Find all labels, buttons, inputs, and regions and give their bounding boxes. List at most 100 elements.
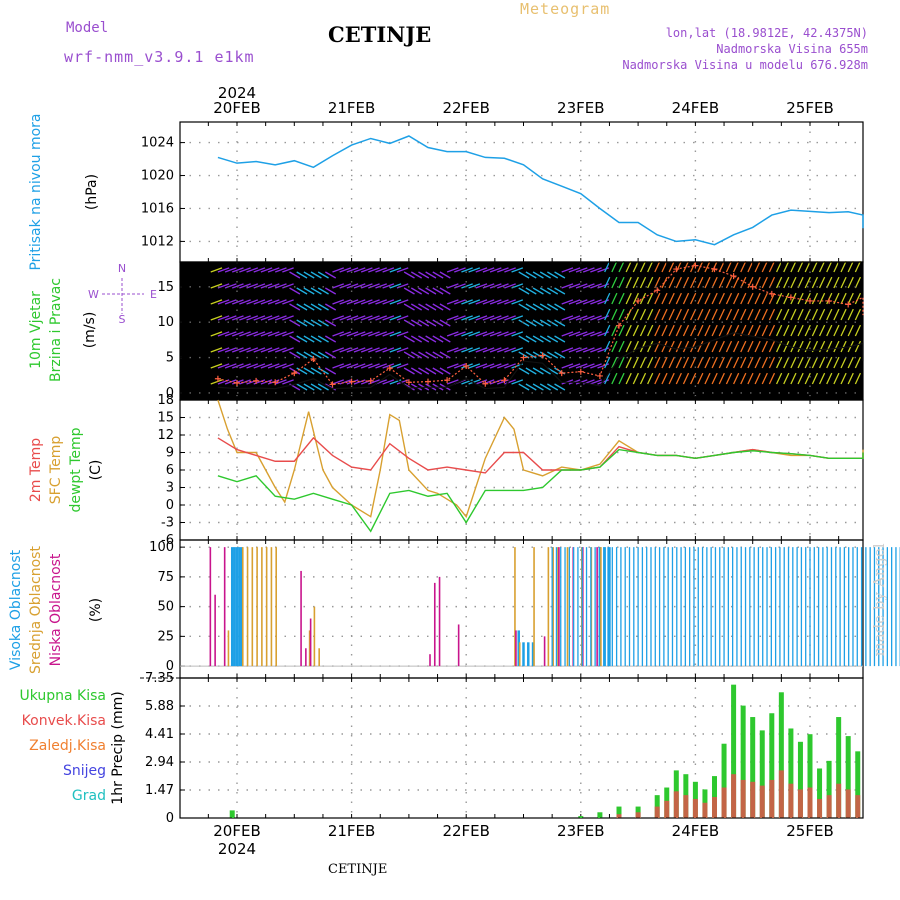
wind-barb [339, 379, 352, 385]
wind-barb [604, 276, 611, 289]
wind-barb [661, 292, 668, 305]
wind-barb [267, 299, 280, 305]
wind-barb [840, 276, 847, 289]
wind-barb [647, 292, 654, 305]
dewpt-series-line [217, 448, 864, 533]
wind-barb [811, 372, 819, 385]
wind-barb [532, 271, 544, 279]
wind-barb [475, 315, 488, 321]
wind-barb [518, 303, 530, 311]
wind-barb [582, 283, 595, 289]
wind-barb [833, 372, 840, 385]
y-tick-label: 18 [157, 393, 174, 408]
wind-barb [668, 260, 675, 273]
wind-barb [482, 315, 495, 321]
altitude-text: Nadmorska Visina 655m [716, 42, 868, 56]
wind-barb [375, 267, 387, 273]
low-cloud-title: Niska Oblacnost [48, 553, 64, 666]
wind-barb [310, 383, 322, 391]
wind-barb [217, 315, 230, 321]
wind-speed-point [539, 352, 546, 359]
wind-barb [296, 351, 308, 359]
wind-barb [590, 379, 602, 385]
wind-barb [625, 260, 632, 273]
wind-barb [547, 287, 559, 295]
wind-barb [246, 331, 259, 337]
wind-speed-point [501, 377, 508, 384]
wind-barb [797, 340, 804, 353]
wind-barb [504, 347, 516, 353]
wind-speed-point [673, 266, 680, 273]
station-title: CETINJE [328, 22, 432, 47]
wind-barb [253, 299, 266, 305]
y-tick-label: 25 [157, 629, 174, 644]
wind-barb [775, 372, 783, 385]
precip-convective-bar [817, 798, 823, 818]
wind-barb [375, 299, 387, 305]
wind-barb [811, 292, 819, 305]
wind-barb [847, 260, 854, 273]
precip-convective-bar [788, 783, 794, 818]
wind-barb [711, 372, 718, 385]
y-tick-label: -6 [161, 533, 174, 548]
wind-barb [740, 340, 747, 353]
precip-total-bar [597, 812, 603, 818]
wind-barb [725, 356, 733, 369]
wind-barb [590, 267, 602, 273]
wind-barb [775, 308, 783, 321]
wind-barb [504, 331, 516, 337]
wind-barb [582, 331, 595, 337]
wind-barb [475, 283, 488, 289]
wind-barb [532, 287, 544, 295]
wind-barb [439, 287, 451, 295]
wind-barb [718, 276, 725, 289]
wind-barb [232, 299, 244, 305]
date-label-bottom: 23FEB [557, 822, 604, 840]
wind-speed-point [654, 287, 661, 294]
wind-barb [725, 324, 733, 337]
wind-barb [317, 271, 329, 279]
wind-barb [690, 292, 697, 305]
wind-speed-point [826, 297, 833, 304]
wind-barb [325, 351, 337, 359]
wind-title-1: 10m Vjetar [28, 291, 44, 369]
wind-barb [675, 276, 682, 289]
wind-barb [661, 340, 668, 353]
wind-barb [604, 260, 611, 273]
wind-barb [818, 356, 826, 369]
date-label-top: 23FEB [557, 99, 604, 117]
wind-barb [224, 299, 237, 305]
precip-total-bar [616, 806, 622, 818]
wind-barb [783, 324, 790, 337]
wind-speed-point [635, 297, 642, 304]
wind-barb [668, 292, 675, 305]
wind-speed-point [348, 378, 355, 385]
wind-barb [847, 356, 854, 369]
wind-barb [575, 283, 588, 289]
wind-barb [525, 351, 537, 359]
dewpt-title: dewpt Temp [68, 427, 84, 512]
wind-barb [747, 340, 754, 353]
wind-barb [432, 303, 444, 311]
wind-barb [239, 379, 251, 385]
wind-barb [826, 372, 833, 385]
wind-barb [811, 356, 819, 369]
date-label-top: 21FEB [328, 99, 375, 117]
precip-total-bar [759, 730, 765, 818]
wind-barb [317, 319, 329, 327]
wind-barb [489, 379, 502, 385]
temp2m-title: 2m Temp [28, 438, 44, 502]
wind-barb [697, 324, 704, 337]
wind-barb [725, 372, 733, 385]
wind-barb [432, 351, 444, 359]
wind-barb [353, 347, 366, 353]
wind-barb [454, 299, 466, 305]
precip-convective-bar [826, 795, 832, 818]
wind-barb [847, 276, 854, 289]
wind-barb [339, 363, 352, 369]
wind-barb [847, 324, 854, 337]
wind-barb [217, 283, 230, 289]
wind-barb [332, 347, 344, 353]
wind-barb [547, 271, 559, 279]
wind-barb [826, 260, 833, 273]
